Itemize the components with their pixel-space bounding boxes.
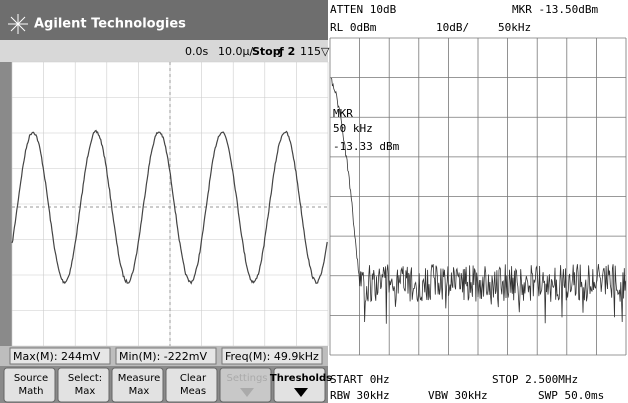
softkey-label: Settings — [226, 373, 267, 384]
status-mode: Stop — [252, 45, 281, 58]
measure-text: Freq(M): 49.9kHz — [225, 350, 319, 363]
status-scale: 10.0µ/ — [218, 45, 253, 58]
scale: 10dB/ — [436, 21, 469, 34]
softkey-label: Thresholds — [270, 373, 332, 384]
status-time: 0.0s — [185, 45, 208, 58]
softkey-label: Measure — [118, 373, 161, 384]
marker-level: -13.33 dBm — [333, 140, 400, 153]
softkeys: Source Math Select: Max Measure Max Clear Meas S… — [4, 368, 332, 402]
softkey-label: Meas — [180, 386, 206, 397]
start-freq: START 0Hz — [330, 373, 390, 386]
softkey-label: Clear — [180, 373, 207, 384]
status-level: 115▽ — [300, 45, 330, 58]
marker-freq: 50 kHz — [333, 122, 373, 135]
brand: Agilent Technologies — [34, 17, 186, 32]
measure-text: Min(M): -222mV — [119, 350, 207, 363]
softkey-label: Math — [18, 386, 43, 397]
rbw: RBW 30kHz — [330, 389, 390, 402]
softkey-label: Select: — [68, 373, 102, 384]
measure-text: Max(M): 244mV — [13, 350, 101, 363]
analyzer-grid — [330, 38, 626, 355]
softkey-label: Max — [75, 386, 96, 397]
atten: ATTEN 10dB — [330, 3, 397, 16]
marker-readout: MKR -13.50dBm — [512, 3, 598, 16]
status-trigger: ƒ 2 — [278, 45, 295, 58]
vbw: VBW 30kHz — [428, 389, 488, 402]
ref-level: RL 0dBm — [330, 21, 377, 34]
span: 50kHz — [498, 21, 531, 34]
measurements: Max(M): 244mV Min(M): -222mV Freq(M): 49.9… — [10, 348, 322, 364]
sweep: SWP 50.0ms — [538, 389, 604, 402]
screenshot: Agilent Technologies 0.0s 10.0µ/ Stop ƒ … — [0, 0, 628, 403]
page: Agilent Technologies 0.0s 10.0µ/ Stop ƒ … — [0, 0, 628, 403]
stop-freq: STOP 2.500MHz — [492, 373, 578, 386]
logo-burst — [8, 14, 28, 34]
softkey-label: Max — [129, 386, 150, 397]
softkey-label: Source — [14, 373, 48, 384]
marker-label: MKR — [333, 107, 353, 120]
